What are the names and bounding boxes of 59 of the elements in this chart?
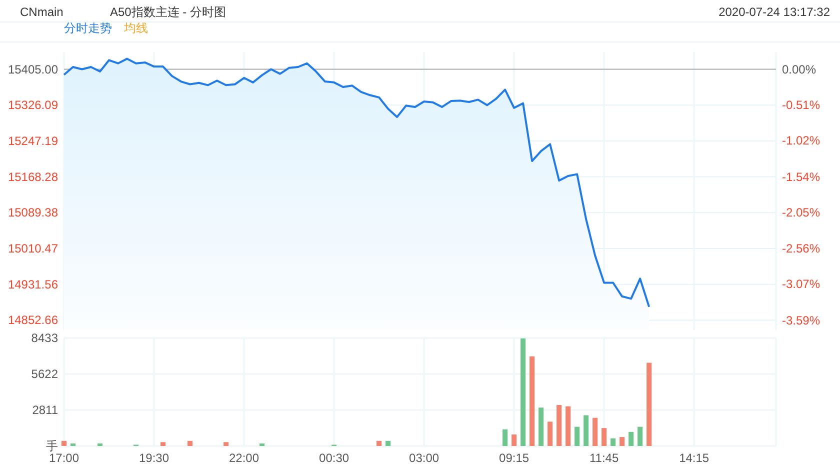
y-tick-label: 15247.19 — [8, 134, 58, 148]
x-tick-label: 17:00 — [48, 451, 80, 465]
text: CNmain — [20, 5, 64, 19]
bar — [386, 440, 391, 446]
y2-tick-label: -3.59% — [782, 313, 820, 328]
y2-tick-label: -0.51% — [782, 98, 820, 112]
y2-tick-label: 0.00% — [782, 62, 816, 76]
bar — [628, 432, 634, 446]
bar — [574, 426, 580, 446]
y-tick-label: 8433 — [31, 331, 58, 345]
bar — [548, 422, 553, 446]
bar — [224, 442, 229, 446]
bar — [376, 440, 382, 446]
text: 2020-07-24 13:17:32 — [718, 5, 830, 19]
bar — [98, 443, 103, 446]
y-tick-label: 15089.38 — [8, 206, 58, 220]
bar — [70, 443, 76, 446]
y-tick-label: 2811 — [32, 403, 58, 417]
bar — [538, 408, 544, 446]
bar — [260, 443, 265, 446]
bar — [592, 418, 598, 446]
y2-tick-label: -1.54% — [782, 170, 820, 184]
bar — [602, 428, 607, 446]
x-tick-label: 19:30 — [138, 451, 170, 465]
bar — [638, 426, 643, 446]
y2-tick-label: -1.02% — [782, 134, 820, 148]
y-tick-label: 14931.56 — [8, 277, 58, 292]
y-tick-label: 5622 — [31, 367, 58, 381]
y-tick-label: 15405.00 — [8, 62, 58, 76]
bar — [556, 405, 562, 446]
bar — [520, 338, 526, 446]
y2-tick-label: -2.05% — [782, 206, 820, 220]
x-tick-label: 22:00 — [229, 451, 260, 465]
x-tick-label: 03:00 — [409, 451, 440, 465]
x-tick-label: 00:30 — [319, 451, 350, 465]
y-tick-label: 15326.09 — [8, 98, 58, 112]
text: 分时走势 — [64, 21, 112, 35]
y-tick-label: 14852.66 — [8, 313, 58, 328]
bar — [188, 440, 193, 446]
bar — [160, 442, 166, 446]
bar — [566, 406, 571, 446]
x-tick-label: 11:45 — [590, 451, 619, 465]
bar — [646, 362, 652, 446]
y2-tick-label: -2.56% — [782, 241, 820, 256]
text: 均线 — [123, 21, 148, 35]
y-tick-label: 15010.47 — [8, 241, 58, 256]
bar — [584, 415, 589, 446]
y2-tick-label: -3.07% — [782, 277, 820, 292]
bar — [62, 440, 66, 446]
chart-title: A50指数主连 - 分时图 — [110, 5, 226, 19]
y-tick-label: 15168.28 — [8, 170, 58, 184]
bar — [610, 438, 616, 446]
bar — [512, 434, 517, 446]
bar — [502, 429, 508, 446]
bar — [530, 356, 535, 446]
x-tick-label: 14:15 — [679, 451, 710, 465]
x-tick-label: 09:15 — [499, 451, 530, 465]
bar — [620, 437, 625, 446]
y-tick-label: 手 — [46, 439, 58, 453]
